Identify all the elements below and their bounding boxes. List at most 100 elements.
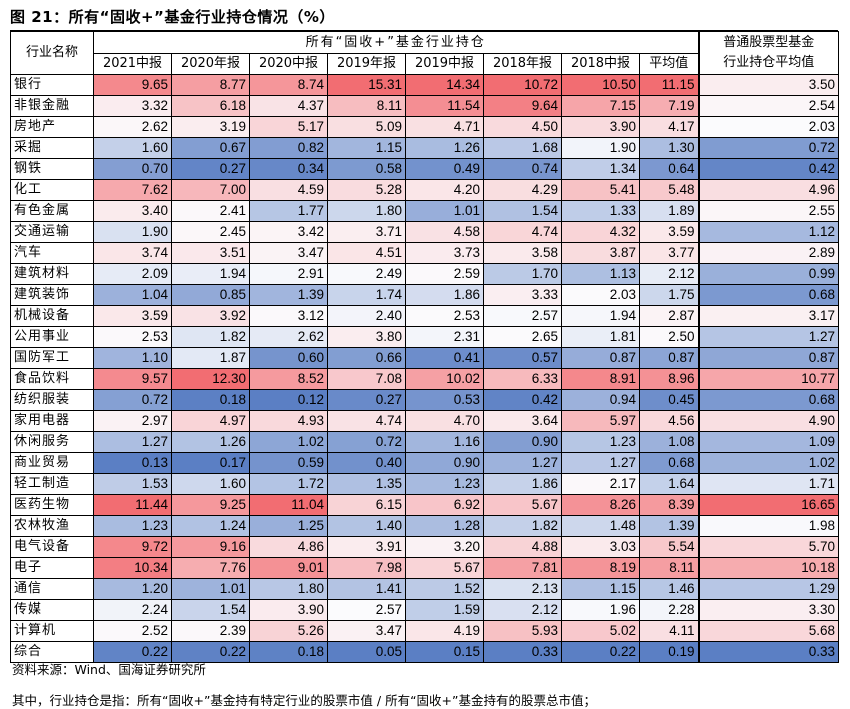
- industry-name: 轻工制造: [10, 473, 94, 495]
- holding-value-cell: 7.08: [327, 368, 406, 390]
- holding-value-cell: 1.23: [405, 473, 484, 495]
- holding-value-cell: 1.90: [93, 221, 172, 243]
- holding-value-cell: 1.54: [483, 200, 562, 222]
- holding-value-cell: 2.59: [405, 263, 484, 285]
- industry-name: 房地产: [10, 116, 94, 138]
- holding-value-cell: 0.18: [171, 389, 250, 411]
- holding-value-cell: 7.98: [327, 557, 406, 579]
- holding-value-cell: 1.86: [483, 473, 562, 495]
- holding-value-cell: 4.17: [639, 116, 699, 138]
- holding-value-cell: 1.13: [561, 263, 640, 285]
- holding-value-cell: 0.33: [483, 641, 562, 663]
- stock-fund-value-cell: 3.30: [697, 599, 839, 621]
- holding-value-cell: 1.08: [639, 431, 699, 453]
- holding-value-cell: 8.19: [561, 557, 640, 579]
- definition-note: 其中，行业持仓是指：所有“固收+”基金持有特定行业的股票市值 / 所有“固收+”…: [12, 693, 597, 708]
- holding-value-cell: 1.23: [93, 515, 172, 537]
- holding-value-cell: 3.03: [561, 536, 640, 558]
- table-row: 传媒 2.24 1.54 3.90 2.57 1.59 2.12 1.96 2.28 3.30: [10, 599, 839, 621]
- holding-value-cell: 1.60: [93, 137, 172, 159]
- stock-fund-value-cell: 5.70: [697, 536, 839, 558]
- holding-value-cell: 1.75: [639, 284, 699, 306]
- holding-value-cell: 10.72: [483, 74, 562, 96]
- stock-fund-value-cell: 0.72: [697, 137, 839, 159]
- holding-value-cell: 1.28: [405, 515, 484, 537]
- table-row: 家用电器 2.97 4.97 4.93 4.74 4.70 3.64 5.97 4.56 4.90: [10, 410, 839, 432]
- holding-value-cell: 4.97: [171, 410, 250, 432]
- holding-value-cell: 0.85: [171, 284, 250, 306]
- industry-name: 采掘: [10, 137, 94, 159]
- figure-title: 图 21：所有“固收+”基金行业持仓情况（%）: [10, 8, 335, 26]
- holding-value-cell: 1.96: [561, 599, 640, 621]
- holding-value-cell: 1.52: [405, 578, 484, 600]
- holding-value-cell: 4.37: [249, 95, 328, 117]
- holding-value-cell: 0.18: [249, 641, 328, 663]
- holding-value-cell: 6.92: [405, 494, 484, 516]
- industry-name: 国防军工: [10, 347, 94, 369]
- stock-fund-value-cell: 3.17: [697, 305, 839, 327]
- holding-value-cell: 9.16: [171, 536, 250, 558]
- holding-value-cell: 1.90: [561, 137, 640, 159]
- holding-value-cell: 3.90: [561, 116, 640, 138]
- holding-value-cell: 11.04: [249, 494, 328, 516]
- period-header: 2018年报: [483, 53, 562, 75]
- holding-value-cell: 8.91: [561, 368, 640, 390]
- stock-fund-value-cell: 2.89: [697, 242, 839, 264]
- holding-value-cell: 1.59: [405, 599, 484, 621]
- holding-value-cell: 4.86: [249, 536, 328, 558]
- industry-name: 医药生物: [10, 494, 94, 516]
- holding-value-cell: 3.87: [561, 242, 640, 264]
- industry-name: 家用电器: [10, 410, 94, 432]
- table-row: 房地产 2.62 3.19 5.17 5.09 4.71 4.50 3.90 4.17 2.03: [10, 116, 839, 138]
- industry-name: 建筑装饰: [10, 284, 94, 306]
- stock-fund-value-cell: 4.96: [697, 179, 839, 201]
- holding-value-cell: 2.57: [483, 305, 562, 327]
- industry-name: 有色金属: [10, 200, 94, 222]
- stock-fund-value-cell: 4.90: [697, 410, 839, 432]
- stock-fund-value-cell: 3.50: [697, 74, 839, 96]
- holding-value-cell: 1.01: [405, 200, 484, 222]
- industry-name: 计算机: [10, 620, 94, 642]
- holding-value-cell: 5.26: [249, 620, 328, 642]
- holding-value-cell: 0.82: [249, 137, 328, 159]
- holding-value-cell: 1.04: [93, 284, 172, 306]
- holding-value-cell: 4.59: [249, 179, 328, 201]
- holding-value-cell: 1.15: [327, 137, 406, 159]
- holding-value-cell: 4.71: [405, 116, 484, 138]
- holding-value-cell: 7.00: [171, 179, 250, 201]
- holding-value-cell: 4.88: [483, 536, 562, 558]
- holding-value-cell: 5.67: [405, 557, 484, 579]
- stock-fund-value-cell: 16.65: [697, 494, 839, 516]
- corner-header: 行业名称: [10, 31, 94, 75]
- holding-value-cell: 3.74: [93, 242, 172, 264]
- stock-fund-value-cell: 1.71: [697, 473, 839, 495]
- holding-value-cell: 4.11: [639, 620, 699, 642]
- stock-fund-value-cell: 5.68: [697, 620, 839, 642]
- holding-value-cell: 0.72: [93, 389, 172, 411]
- holding-value-cell: 1.86: [405, 284, 484, 306]
- period-header: 2019年报: [327, 53, 406, 75]
- holding-value-cell: 0.58: [327, 158, 406, 180]
- holding-value-cell: 1.27: [483, 452, 562, 474]
- holding-value-cell: 11.54: [405, 95, 484, 117]
- industry-name: 休闲服务: [10, 431, 94, 453]
- holding-value-cell: 1.27: [93, 431, 172, 453]
- holding-value-cell: 5.97: [561, 410, 640, 432]
- holding-value-cell: 1.94: [561, 305, 640, 327]
- holding-value-cell: 0.22: [561, 641, 640, 663]
- holding-value-cell: 6.15: [327, 494, 406, 516]
- table-row: 计算机 2.52 2.39 5.26 3.47 4.19 5.93 5.02 4.11 5.68: [10, 620, 839, 642]
- holding-value-cell: 8.11: [327, 95, 406, 117]
- period-header: 2021中报: [93, 53, 172, 75]
- industry-name: 农林牧渔: [10, 515, 94, 537]
- holding-value-cell: 1.39: [249, 284, 328, 306]
- stock-fund-value-cell: 0.87: [697, 347, 839, 369]
- holding-value-cell: 0.17: [171, 452, 250, 474]
- holding-value-cell: 1.40: [327, 515, 406, 537]
- holding-value-cell: 9.01: [249, 557, 328, 579]
- holding-value-cell: 7.15: [561, 95, 640, 117]
- holding-value-cell: 1.39: [639, 515, 699, 537]
- holding-value-cell: 0.27: [171, 158, 250, 180]
- holding-value-cell: 0.60: [249, 347, 328, 369]
- industry-name: 银行: [10, 74, 94, 96]
